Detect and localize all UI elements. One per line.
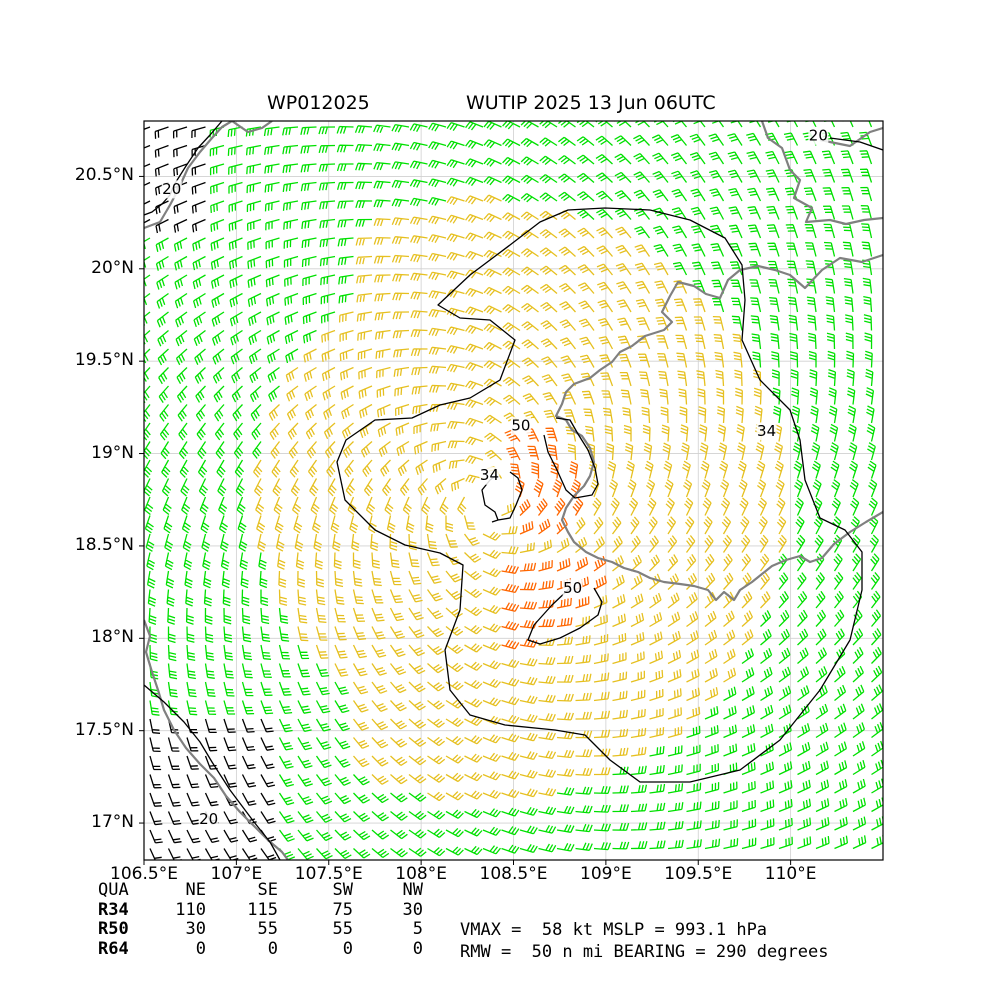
- lat-tick-label: 18.5°N: [74, 534, 134, 555]
- contour-label: 20: [162, 180, 181, 198]
- table-row-r64: R64 0 0 0 0: [98, 938, 423, 960]
- coastline-northeast: [819, 126, 883, 148]
- contour-label: 34: [757, 422, 776, 440]
- lon-tick-label: 108°E: [395, 864, 447, 884]
- table-header-row: QUA NE SE SW NW: [98, 880, 423, 901]
- table-header-nw: NW: [402, 880, 423, 900]
- cell-r34-nw: 30: [402, 899, 423, 920]
- cell-r50-se: 55: [257, 919, 278, 939]
- contour-label: 50: [563, 579, 582, 597]
- contour-label-bg: [562, 579, 583, 598]
- storm-id-title: WP012025: [267, 92, 370, 114]
- contour-label: 34: [480, 466, 499, 484]
- contour-50-north: [543, 417, 599, 499]
- cell-r50-ne: 30: [185, 919, 206, 939]
- lon-tick-label: 110°E: [764, 864, 817, 884]
- rmw-bearing-text: RMW = 50 n mi BEARING = 290 degrees: [460, 942, 829, 962]
- cell-r34-se: 115: [247, 899, 278, 920]
- wind-radii-table: QUA NE SE SW NW R34 110 115 75 30 R50 30…: [98, 880, 423, 960]
- lon-tick-label: 107°E: [210, 864, 263, 884]
- cell-r34-sw: 75: [332, 899, 353, 920]
- coastline-northwest: [144, 121, 233, 230]
- contour-label-bg: [198, 810, 219, 829]
- coastline: [144, 121, 883, 860]
- coastline-southwest: [144, 619, 289, 860]
- contour-20-southwest: [144, 684, 281, 860]
- cell-r50-nw: 5: [412, 919, 423, 939]
- lat-tick-label: 19.5°N: [74, 350, 134, 371]
- wind-barbs-weak: [144, 121, 883, 860]
- wind-barbs-light: [144, 126, 277, 860]
- coastline-leizhou: [760, 121, 883, 226]
- cell-r64-se: 0: [267, 938, 278, 959]
- contour-label: 20: [809, 126, 828, 144]
- coastline-north: [231, 121, 273, 134]
- lat-tick-label: 19°N: [91, 442, 134, 463]
- row-label-r50: R50: [98, 919, 129, 939]
- contour-label-bg: [808, 126, 829, 145]
- table-header-ne: NE: [185, 880, 206, 900]
- wind-barbs: [144, 121, 883, 860]
- wind-barbs-storm: [501, 427, 607, 650]
- contour-label-bg: [756, 422, 777, 441]
- table-header-qua: QUA: [98, 880, 129, 900]
- lat-tick-label: 17.5°N: [74, 719, 134, 740]
- coastline-hainan-north: [554, 253, 883, 602]
- contour-50-south: [527, 587, 603, 645]
- cell-r64-sw: 0: [342, 938, 353, 959]
- contour-label: 20: [199, 810, 218, 828]
- contour-label-bg: [161, 180, 182, 199]
- contour-34-outer: [336, 207, 863, 783]
- cell-r50-sw: 55: [332, 919, 353, 939]
- table-row-r34: R34 110 115 75 30: [98, 899, 423, 921]
- contour-labels: 34 34 50 50 20 20 20: [161, 126, 829, 829]
- cell-r64-nw: 0: [412, 938, 423, 959]
- cell-r34-ne: 110: [175, 899, 206, 920]
- row-label-r64: R64: [98, 938, 129, 959]
- lon-tick-label: 109.5°E: [664, 864, 733, 884]
- vmax-mslp-text: VMAX = 58 kt MSLP = 993.1 hPa: [460, 920, 768, 940]
- lon-tick-label: 107.5°E: [294, 864, 363, 884]
- contour-label: 50: [511, 416, 530, 434]
- table-header-sw: SW: [332, 880, 353, 900]
- contour-20-northeast: [829, 137, 883, 151]
- lon-tick-label: 109°E: [580, 864, 632, 884]
- contour-label-bg: [510, 416, 531, 435]
- cell-r64-ne: 0: [195, 938, 206, 959]
- axis-ticks: [139, 175, 792, 865]
- lon-tick-label: 108.5°E: [479, 864, 548, 884]
- lat-tick-label: 17°N: [91, 812, 134, 833]
- storm-name-title: WUTIP 2025 13 Jun 06UTC: [466, 92, 716, 114]
- lon-tick-label: 106.5°E: [110, 864, 178, 884]
- table-header-se: SE: [257, 880, 278, 900]
- lat-tick-label: 18°N: [91, 627, 134, 648]
- lat-tick-label: 20.5°N: [74, 165, 134, 186]
- lat-tick-label: 20°N: [91, 257, 134, 278]
- row-label-r34: R34: [98, 899, 129, 920]
- table-row-r50: R50 30 55 55 5: [98, 919, 423, 940]
- wind-barbs-gale: [253, 194, 787, 802]
- contour-label-bg: [479, 466, 500, 485]
